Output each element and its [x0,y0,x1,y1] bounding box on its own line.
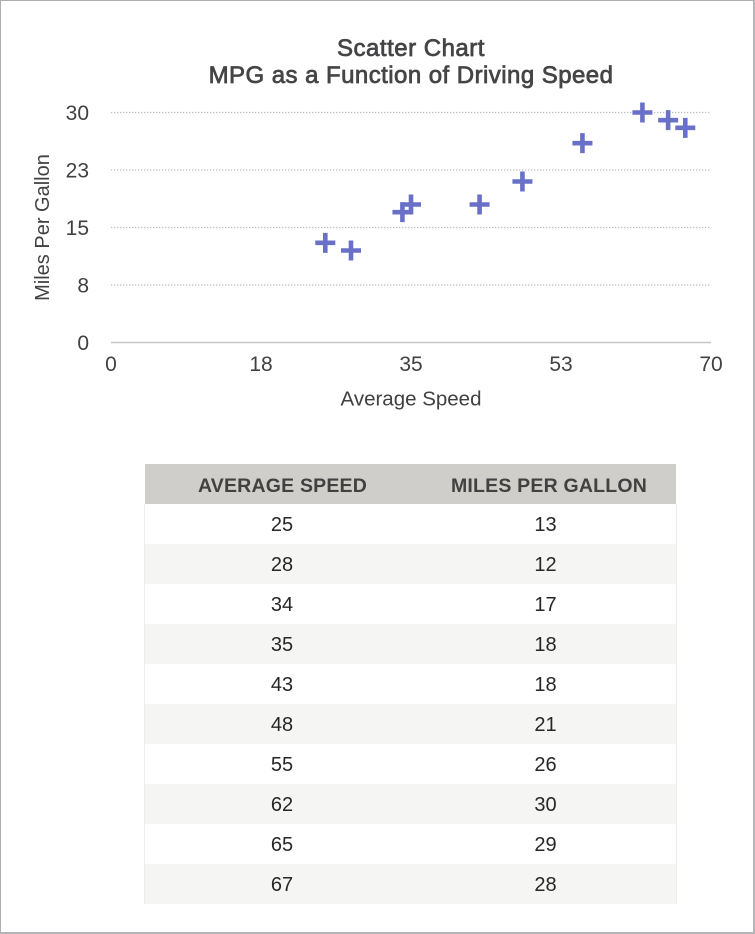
svg-text:0: 0 [105,353,117,376]
svg-text:23: 23 [66,160,89,183]
svg-text:35: 35 [399,353,422,376]
svg-text:53: 53 [549,353,572,376]
svg-text:30: 30 [66,102,89,125]
svg-text:18: 18 [249,353,272,376]
svg-text:Miles Per Gallon: Miles Per Gallon [32,154,54,301]
svg-text:70: 70 [699,353,722,376]
svg-text:Scatter Chart: Scatter Chart [337,35,485,62]
svg-text:MPG as a Function of Driving S: MPG as a Function of Driving Speed [209,62,614,89]
svg-text:8: 8 [77,274,89,297]
svg-text:0: 0 [77,332,89,355]
svg-text:Average Speed: Average Speed [341,388,482,411]
svg-text:15: 15 [66,217,89,240]
